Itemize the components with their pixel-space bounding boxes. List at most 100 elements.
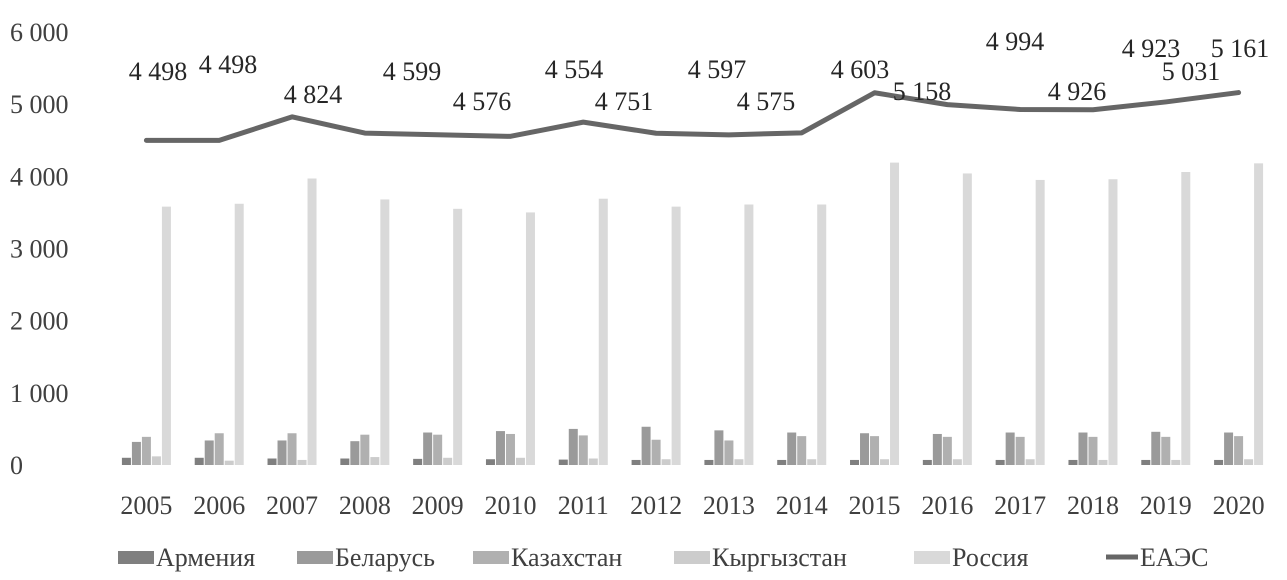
bar-1-2008	[340, 458, 350, 465]
bar-5-2008	[380, 199, 390, 465]
bar-1-2020	[1214, 459, 1224, 465]
x-tick-label: 2011	[558, 491, 609, 520]
legend-item: Россия	[914, 543, 1028, 572]
bar-3-2010	[505, 433, 515, 465]
bar-group-2009	[413, 208, 463, 465]
bar-4-2014	[807, 459, 817, 465]
data-label: 4 751	[595, 87, 654, 116]
bar-2-2016	[932, 433, 942, 465]
legend: Армения Беларусь Казахстан Кыргызстан Россия…	[118, 543, 1209, 572]
x-tick-label: 2012	[630, 491, 682, 520]
data-label: 4 923	[1122, 34, 1181, 63]
bars	[121, 162, 1264, 466]
bar-1-2018	[1068, 459, 1078, 465]
bar-4-2007	[297, 459, 307, 465]
bar-2-2015	[860, 433, 870, 465]
bar-4-2019	[1171, 459, 1181, 465]
legend-item: Беларусь	[297, 543, 435, 572]
bar-3-2019	[1161, 436, 1171, 465]
x-tick-label: 2007	[266, 491, 318, 520]
bar-4-2017	[1025, 459, 1035, 465]
bar-2-2007	[277, 440, 287, 465]
legend-item: Армения	[118, 543, 255, 572]
bar-3-2020	[1234, 436, 1244, 465]
legend-item: Казахстан	[473, 543, 622, 572]
data-label: 4 576	[453, 87, 512, 116]
data-label: 4 575	[737, 87, 796, 116]
bar-3-2014	[797, 436, 807, 465]
bar-4-2005	[151, 456, 161, 465]
x-tick-label: 2017	[994, 491, 1046, 520]
bar-5-2014	[817, 204, 827, 465]
bar-2-2008	[350, 441, 360, 465]
eaes-line-path	[143, 90, 1242, 143]
data-label: 4 926	[1048, 77, 1107, 106]
x-tick-label: 2019	[1140, 491, 1192, 520]
bar-4-2009	[443, 457, 453, 465]
y-tick-label: 4 000	[10, 162, 69, 191]
bar-4-2020	[1244, 459, 1254, 465]
x-tick-label: 2018	[1067, 491, 1119, 520]
legend-item: Кыргызстан	[674, 543, 847, 572]
x-tick-label: 2013	[703, 491, 755, 520]
bar-2-2019	[1151, 431, 1161, 465]
bar-1-2016	[922, 459, 932, 465]
bar-group-2005	[121, 206, 171, 466]
bar-5-2006	[234, 203, 244, 466]
bar-group-2010	[485, 212, 535, 465]
data-label: 4 994	[986, 27, 1045, 56]
bar-3-2006	[214, 433, 224, 465]
data-label: 4 597	[688, 55, 747, 84]
bar-1-2012	[631, 459, 641, 465]
bar-5-2013	[744, 204, 754, 465]
data-label: 5 161	[1211, 34, 1270, 63]
y-tick-label: 5 000	[10, 90, 69, 119]
bar-4-2015	[880, 459, 890, 465]
bar-1-2010	[485, 459, 495, 465]
bar-3-2007	[287, 433, 297, 465]
bar-4-2010	[515, 457, 525, 465]
bar-group-2006	[194, 203, 244, 466]
bar-2-2009	[423, 432, 433, 465]
bar-group-2019	[1141, 172, 1191, 465]
data-label: 5 158	[893, 77, 952, 106]
legend-swatch	[674, 551, 710, 564]
bar-3-2011	[578, 435, 588, 465]
bar-5-2012	[671, 206, 681, 466]
x-tick-label: 2020	[1213, 491, 1265, 520]
x-axis: 2005 2006 2007 2008 2009 2010 2011 2012 2013 2014…	[120, 491, 1264, 520]
bar-5-2007	[307, 178, 317, 465]
bar-1-2013	[704, 459, 714, 465]
y-tick-label: 0	[10, 451, 23, 480]
bar-1-2006	[194, 457, 204, 465]
bar-2-2014	[787, 432, 797, 465]
bar-1-2011	[558, 459, 568, 465]
bar-1-2017	[995, 459, 1005, 465]
bar-group-2017	[995, 179, 1045, 466]
legend-label: ЕАЭС	[1140, 543, 1209, 572]
bar-4-2013	[734, 459, 744, 465]
bar-3-2012	[651, 439, 661, 465]
bar-group-2011	[558, 198, 608, 465]
bar-3-2015	[870, 436, 880, 465]
bar-group-2008	[340, 199, 390, 465]
legend-item: ЕАЭС	[1106, 543, 1209, 572]
legend-swatch	[118, 551, 154, 564]
bar-3-2018	[1088, 436, 1098, 465]
bar-5-2009	[453, 208, 463, 465]
y-tick-label: 6 000	[10, 18, 69, 47]
bar-3-2008	[360, 434, 370, 465]
bar-4-2016	[952, 459, 962, 465]
bar-2-2011	[568, 428, 578, 465]
bar-5-2011	[598, 198, 608, 465]
bar-2-2017	[1005, 432, 1015, 465]
bar-2-2013	[714, 430, 724, 465]
bar-2-2018	[1078, 432, 1088, 465]
bar-1-2019	[1141, 459, 1151, 465]
bar-4-2011	[588, 458, 598, 465]
legend-label: Россия	[952, 543, 1028, 572]
bar-1-2014	[777, 459, 787, 465]
bar-2-2012	[641, 426, 651, 465]
bar-2-2010	[495, 431, 505, 465]
